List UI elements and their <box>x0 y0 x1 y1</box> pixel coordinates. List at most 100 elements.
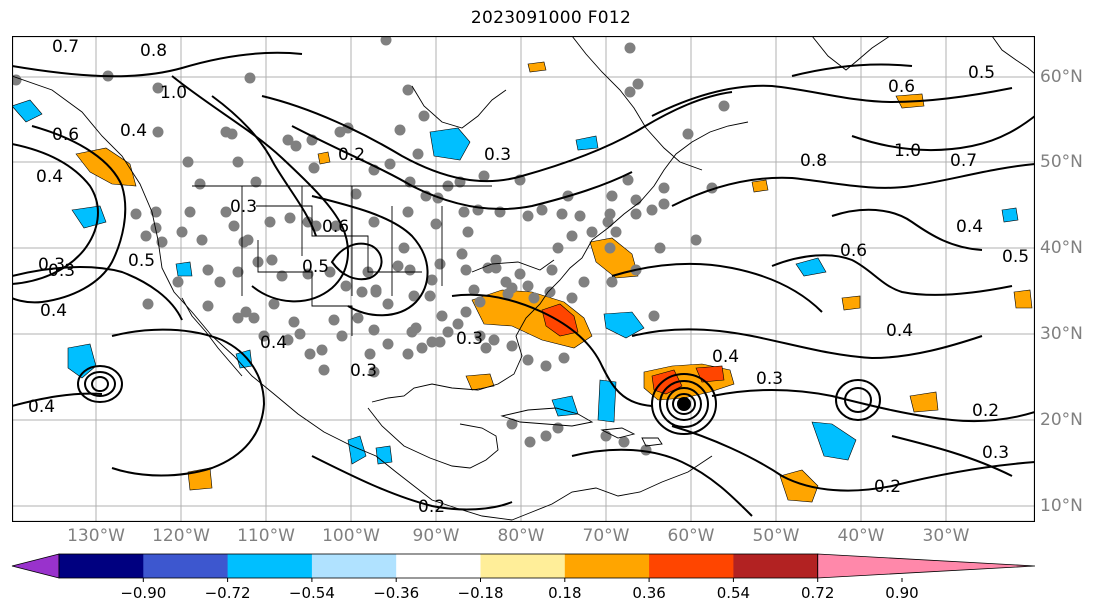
observation-dot <box>658 198 670 210</box>
observation-dot <box>556 208 568 220</box>
observation-dot <box>220 126 232 138</box>
observation-dot <box>266 254 278 266</box>
observation-dot <box>152 82 164 94</box>
contour-label: 0.2 <box>418 497 445 517</box>
observation-dot <box>430 218 442 230</box>
contour-label: 0.3 <box>38 255 65 275</box>
observation-dot <box>412 148 424 160</box>
observation-dot <box>404 176 416 188</box>
observation-dot <box>214 276 226 288</box>
observation-dot <box>244 72 256 84</box>
observation-dot <box>142 298 154 310</box>
longitude-label: 50°W <box>752 526 800 546</box>
observation-dot <box>506 418 518 430</box>
observation-dot <box>202 300 214 312</box>
observation-dot <box>718 100 730 112</box>
observation-dot <box>282 334 294 346</box>
observation-dot <box>268 298 280 310</box>
observation-dot <box>442 326 454 338</box>
contour-label: 0.4 <box>28 397 55 417</box>
contour-label: 0.4 <box>712 347 739 367</box>
colorbar-extend-high <box>817 553 1036 579</box>
observation-dot <box>316 344 328 356</box>
observation-dot <box>482 262 494 274</box>
observation-dot <box>622 174 634 186</box>
observation-dot <box>536 204 548 216</box>
contour-lines <box>12 51 1035 517</box>
colorbar-segment <box>396 554 481 578</box>
observation-dot <box>646 204 658 216</box>
observation-dot <box>182 156 194 168</box>
longitude-label: 130°W <box>67 526 125 546</box>
observation-dot <box>490 254 502 266</box>
observation-dot <box>522 280 534 292</box>
observation-dot <box>522 210 534 222</box>
contour-label: 0.4 <box>36 167 63 187</box>
colorbar-segment <box>480 554 566 578</box>
observation-dot <box>522 354 534 366</box>
observation-dot <box>394 124 406 136</box>
observation-dot <box>558 352 570 364</box>
longitude-label: 80°W <box>497 526 545 546</box>
observation-dot <box>624 42 636 54</box>
observation-dot <box>630 208 642 220</box>
longitude-label: 110°W <box>237 526 295 546</box>
observation-dot <box>324 266 336 278</box>
contour-label: 0.8 <box>800 151 827 171</box>
observation-dot <box>248 312 260 324</box>
observation-dot <box>384 158 396 170</box>
observation-dot <box>424 290 436 302</box>
contour-label: 0.6 <box>322 217 349 237</box>
contour-label: 0.4 <box>120 121 147 141</box>
observation-dot <box>356 286 368 298</box>
observation-dot <box>220 206 232 218</box>
contour-label: 0.4 <box>956 217 983 237</box>
observation-dot <box>610 226 622 238</box>
observation-dot <box>318 364 330 376</box>
observation-dot <box>184 206 196 218</box>
colorbar-segment <box>649 554 734 578</box>
observation-dot <box>232 266 244 278</box>
latitude-label: 60°N <box>1040 67 1083 87</box>
observation-dot <box>452 318 464 330</box>
observation-dot <box>282 134 294 146</box>
observation-dot <box>456 248 468 260</box>
observation-dot <box>402 206 414 218</box>
observation-dot <box>392 260 404 272</box>
observation-dot <box>350 188 362 200</box>
colorbar-extend-low <box>11 553 60 579</box>
observation-dot <box>308 162 320 174</box>
observation-dot <box>434 336 446 348</box>
contour-label-group: 0.7 0.8 1.0 0.6 0.4 0.5 0.3 0.2 0.6 0.5 … <box>28 37 1029 517</box>
longitude-label: 40°W <box>837 526 885 546</box>
map-panel: 0.7 0.8 1.0 0.6 0.4 0.5 0.3 0.2 0.6 0.5 … <box>12 36 1035 522</box>
observation-dot <box>398 242 410 254</box>
observation-dot <box>540 360 552 372</box>
observation-dots <box>12 36 730 456</box>
observation-dot <box>552 422 564 434</box>
observation-dot <box>524 436 536 448</box>
observation-dot <box>654 242 666 254</box>
latitude-label: 20°N <box>1040 410 1083 430</box>
observation-dot <box>480 342 492 354</box>
observation-dot <box>658 182 670 194</box>
contour-label: 0.4 <box>260 333 287 353</box>
longitude-label: 60°W <box>667 526 715 546</box>
observation-dot <box>474 330 486 342</box>
contour-label: 0.4 <box>886 321 913 341</box>
observation-dot <box>232 312 244 324</box>
observation-dot <box>606 276 618 288</box>
observation-dot <box>380 36 392 46</box>
observation-dot <box>202 264 214 276</box>
contour-label: 0.4 <box>40 301 67 321</box>
observation-dot <box>302 268 314 280</box>
colorbar-segment <box>59 554 144 578</box>
observation-dot <box>402 348 414 360</box>
contour-label: 0.6 <box>840 241 867 261</box>
observation-dot <box>426 274 438 286</box>
longitude-label: 30°W <box>922 526 970 546</box>
observation-dot <box>586 226 598 238</box>
observation-dot <box>196 234 208 246</box>
observation-dot <box>382 338 394 350</box>
observation-dot <box>602 216 614 228</box>
